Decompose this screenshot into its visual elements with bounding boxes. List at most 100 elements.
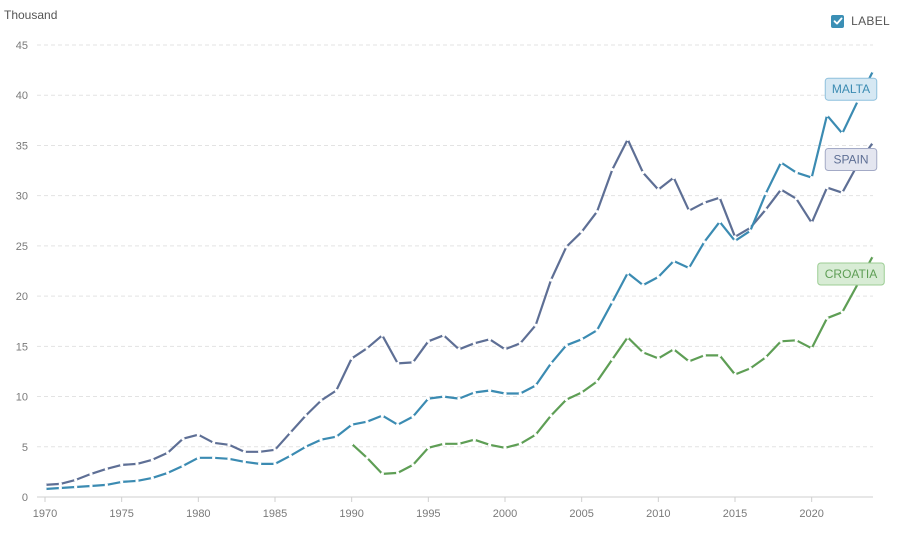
data-point[interactable] [334, 435, 338, 439]
data-point[interactable] [549, 414, 553, 418]
data-point[interactable] [426, 396, 430, 401]
data-point[interactable] [457, 442, 461, 446]
data-point[interactable] [120, 480, 124, 484]
data-point[interactable] [503, 446, 507, 450]
data-point[interactable] [365, 456, 369, 460]
data-point[interactable] [840, 310, 844, 314]
data-point[interactable] [764, 208, 768, 212]
data-point[interactable] [718, 353, 722, 357]
data-point[interactable] [687, 266, 691, 270]
data-point[interactable] [610, 357, 614, 361]
data-point[interactable] [380, 414, 384, 418]
data-point[interactable] [488, 337, 492, 341]
data-point[interactable] [396, 471, 400, 475]
data-point[interactable] [825, 186, 829, 190]
data-point[interactable] [534, 323, 538, 327]
data-point[interactable] [610, 300, 614, 304]
data-point[interactable] [472, 390, 476, 395]
data-point[interactable] [687, 359, 691, 363]
data-point[interactable] [595, 328, 599, 332]
data-point[interactable] [304, 414, 308, 418]
data-point[interactable] [426, 446, 430, 450]
data-point[interactable] [411, 463, 415, 467]
data-point[interactable] [150, 476, 154, 480]
data-point[interactable] [181, 437, 185, 441]
data-point[interactable] [672, 175, 676, 180]
data-point[interactable] [380, 333, 384, 337]
data-point[interactable] [825, 113, 829, 117]
data-point[interactable] [810, 346, 814, 350]
data-point[interactable] [748, 229, 752, 233]
data-point[interactable] [702, 201, 706, 205]
data-point[interactable] [212, 456, 216, 460]
data-point[interactable] [656, 275, 660, 279]
data-point[interactable] [196, 433, 200, 437]
data-point[interactable] [641, 170, 645, 175]
data-point[interactable] [503, 347, 507, 351]
data-point[interactable] [150, 458, 154, 462]
data-point[interactable] [104, 467, 108, 471]
data-point[interactable] [242, 460, 246, 464]
data-point[interactable] [564, 397, 568, 402]
data-point[interactable] [518, 341, 522, 345]
data-point[interactable] [656, 356, 660, 360]
data-point[interactable] [595, 379, 599, 384]
data-point[interactable] [840, 191, 844, 195]
data-point[interactable] [810, 221, 814, 225]
data-point[interactable] [595, 210, 599, 214]
data-point[interactable] [411, 415, 415, 419]
data-point[interactable] [350, 356, 354, 360]
data-point[interactable] [396, 361, 400, 366]
data-point[interactable] [43, 483, 47, 487]
data-point[interactable] [549, 278, 553, 282]
data-point[interactable] [334, 388, 338, 393]
data-point[interactable] [74, 485, 78, 489]
data-point[interactable] [166, 451, 170, 455]
data-point[interactable] [181, 464, 185, 468]
data-point[interactable] [43, 487, 47, 491]
data-point[interactable] [89, 484, 93, 488]
data-point[interactable] [733, 235, 737, 239]
data-point[interactable] [442, 333, 446, 337]
data-point[interactable] [626, 335, 630, 339]
data-point[interactable] [764, 192, 768, 196]
data-point[interactable] [273, 448, 277, 452]
data-point[interactable] [580, 390, 584, 395]
data-point[interactable] [242, 450, 246, 454]
data-point[interactable] [794, 170, 798, 175]
data-point[interactable] [166, 471, 170, 475]
data-point[interactable] [518, 442, 522, 446]
data-point[interactable] [457, 347, 461, 351]
data-point[interactable] [825, 316, 829, 320]
data-point[interactable] [779, 188, 783, 192]
data-point[interactable] [748, 366, 752, 371]
data-point[interactable] [488, 443, 492, 447]
data-point[interactable] [564, 245, 568, 249]
data-point[interactable] [104, 483, 108, 487]
data-point[interactable] [288, 454, 292, 458]
data-point[interactable] [58, 486, 62, 490]
data-point[interactable] [610, 167, 614, 172]
data-point[interactable] [350, 423, 354, 427]
label-toggle[interactable]: LABEL [831, 14, 890, 28]
data-point[interactable] [396, 423, 400, 427]
data-point[interactable] [518, 391, 522, 396]
data-point[interactable] [702, 240, 706, 244]
data-point[interactable] [472, 438, 476, 442]
data-point[interactable] [227, 443, 231, 447]
data-point[interactable] [702, 353, 706, 357]
data-point[interactable] [871, 69, 875, 73]
data-point[interactable] [871, 254, 875, 258]
data-point[interactable] [687, 209, 691, 213]
data-point[interactable] [89, 472, 93, 476]
data-point[interactable] [135, 462, 139, 466]
data-point[interactable] [672, 347, 676, 351]
data-point[interactable] [718, 220, 722, 224]
data-point[interactable] [810, 175, 814, 180]
data-point[interactable] [871, 140, 875, 145]
data-point[interactable] [365, 346, 369, 350]
data-point[interactable] [58, 482, 62, 486]
data-point[interactable] [74, 478, 78, 482]
data-point[interactable] [227, 457, 231, 461]
data-point[interactable] [534, 433, 538, 437]
